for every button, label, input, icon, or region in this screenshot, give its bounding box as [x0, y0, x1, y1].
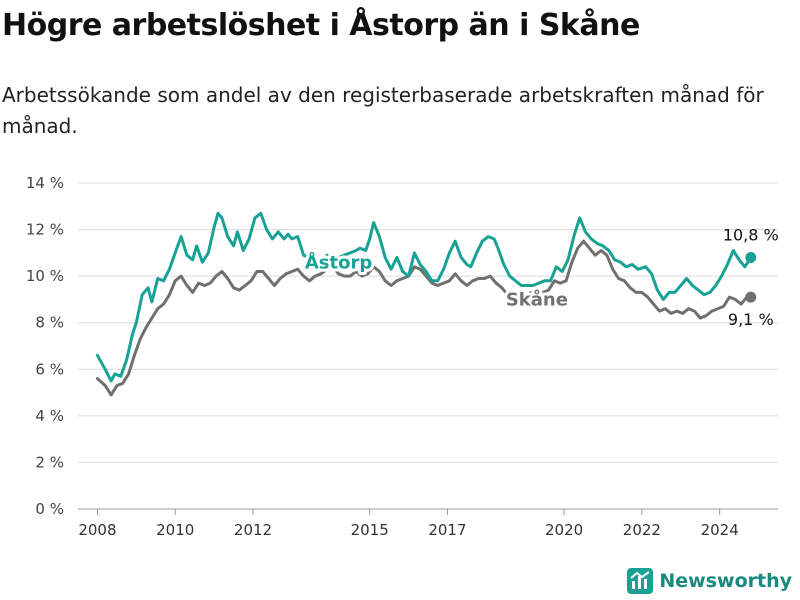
series-astorp-end-point — [745, 252, 757, 264]
x-tick-label: 2024 — [701, 521, 739, 539]
y-tick-label: 12 % — [26, 221, 64, 239]
series-skane-line — [95, 239, 753, 397]
series-astorp-label: Åstorp — [305, 251, 372, 274]
series-skane-end-value: 9,1 % — [728, 310, 774, 329]
y-tick-label: 8 % — [35, 314, 64, 332]
series-astorp-line — [95, 211, 753, 383]
series-layer — [95, 211, 757, 397]
y-tick-label: 10 % — [26, 267, 64, 285]
x-tick-label: 2010 — [156, 521, 194, 539]
x-tick-label: 2022 — [623, 521, 661, 539]
y-tick-label: 0 % — [35, 500, 64, 518]
series-skane-end-point — [745, 291, 757, 303]
y-tick-label: 4 % — [35, 407, 64, 425]
y-tick-label: 2 % — [35, 453, 64, 471]
x-tick-label: 2012 — [234, 521, 272, 539]
y-tick-label: 6 % — [35, 360, 64, 378]
x-tick-label: 2020 — [545, 521, 583, 539]
chart-subtitle: Arbetssökande som andel av den registerb… — [2, 83, 764, 138]
brand: Newsworthy — [627, 568, 792, 594]
x-tick-label: 2008 — [78, 521, 116, 539]
x-tick-label: 2017 — [428, 521, 466, 539]
label-layer: 0 % 2 % 4 % 6 % 8 % 10 % 12 % 14 % 2008 2010 2012 2… — [26, 174, 779, 539]
y-tick-label: 14 % — [26, 174, 64, 192]
grid-layer — [78, 182, 778, 515]
series-skane-label: Skåne — [506, 288, 568, 310]
brand-name: Newsworthy — [659, 570, 792, 592]
x-tick-label: 2015 — [351, 521, 389, 539]
series-astorp-end-value: 10,8 % — [723, 226, 779, 245]
newsworthy-logo-icon — [627, 568, 654, 594]
chart-title: Högre arbetslöshet i Åstorp än i Skåne — [2, 8, 640, 43]
